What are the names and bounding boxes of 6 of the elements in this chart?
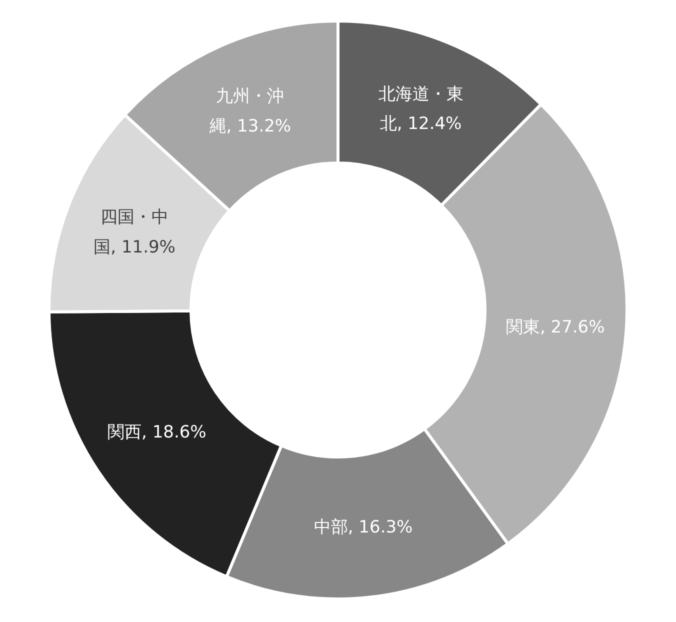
slice-label: 北海道・東北, 12.4% — [378, 84, 464, 134]
slice-label: 関東, 27.6% — [506, 317, 605, 338]
slice-label: 九州・沖縄, 13.2% — [208, 86, 292, 136]
slice-label: 関西, 18.6% — [108, 422, 206, 442]
slice-label: 四国・中国, 11.9% — [94, 208, 176, 258]
slice-label: 中部, 16.3% — [314, 517, 413, 538]
